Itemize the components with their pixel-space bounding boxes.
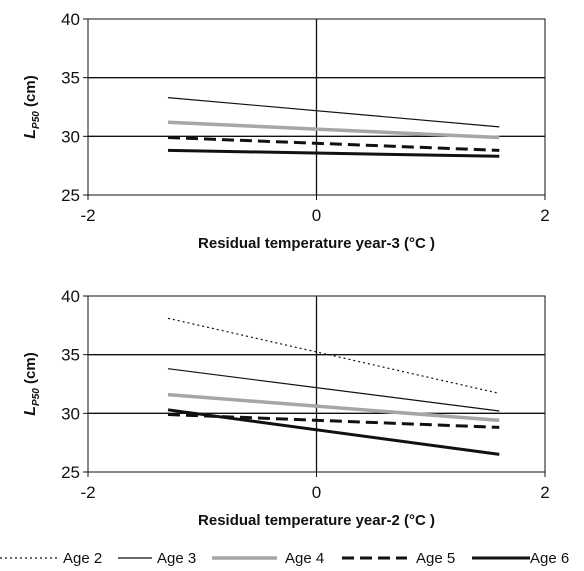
y-tick-label: 40: [61, 10, 80, 29]
y-axis-label: LP50 (cm): [22, 352, 42, 415]
x-tick-label: 2: [540, 483, 549, 502]
y-axis-label-subscript: P50: [31, 388, 42, 406]
x-axis-label: Residual temperature year-2 (°C ): [198, 512, 435, 529]
y-axis-label-subscript: P50: [31, 111, 42, 129]
series-line-age-5: [167, 136, 500, 152]
legend-label-age-3: Age 3: [157, 550, 196, 567]
series-line-age-4: [167, 392, 500, 423]
y-axis-label-main: L: [22, 406, 39, 416]
chart-panel-1: 25 30 35 40 -2 0 2 Residual temperature year-3 …: [22, 10, 550, 252]
series-line-age-4: [167, 120, 500, 140]
series-line-age-3: [167, 368, 500, 412]
y-tick-label: 30: [61, 127, 80, 146]
x-axis-label: Residual temperature year-3 (°C ): [198, 235, 435, 252]
series-line-age-2: [167, 317, 500, 394]
y-axis-label-main: L: [22, 129, 39, 139]
series-line-age-3: [167, 97, 500, 128]
x-tick-label: -2: [80, 483, 95, 502]
legend-label-age-6: Age 6: [530, 550, 569, 567]
chart-panel-2: 25 30 35 40 -2 0 2 Residual temperature year-2 …: [22, 287, 550, 529]
x-tick-label: 0: [312, 483, 321, 502]
y-axis-label-unit: (cm): [22, 75, 39, 111]
y-tick-label: 35: [61, 346, 80, 365]
y-axis-label-unit: (cm): [22, 352, 39, 388]
x-tick-label: 0: [312, 206, 321, 225]
legend-label-age-4: Age 4: [285, 550, 324, 567]
y-tick-label: 40: [61, 287, 80, 306]
y-tick-label: 25: [61, 186, 80, 205]
series-line-age-6: [167, 148, 500, 158]
y-axis-label: LP50 (cm): [22, 75, 42, 138]
legend-label-age-2: Age 2: [63, 550, 102, 567]
x-tick-label: -2: [80, 206, 95, 225]
y-tick-label: 35: [61, 69, 80, 88]
series-line-age-6: [167, 408, 500, 456]
y-tick-label: 30: [61, 404, 80, 423]
x-tick-label: 2: [540, 206, 549, 225]
y-tick-label: 25: [61, 463, 80, 482]
legend: Age 2 Age 3 Age 4 Age 5 Age 6: [0, 550, 569, 567]
legend-label-age-5: Age 5: [416, 550, 455, 567]
